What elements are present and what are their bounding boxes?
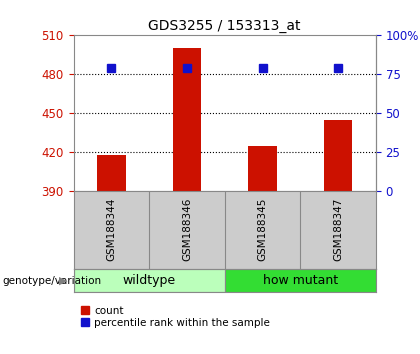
Text: ▶: ▶ xyxy=(59,275,67,286)
Text: GSM188347: GSM188347 xyxy=(333,198,343,261)
Bar xyxy=(324,120,352,191)
Bar xyxy=(173,48,201,191)
Bar xyxy=(225,269,376,292)
Bar xyxy=(97,155,126,191)
Text: how mutant: how mutant xyxy=(263,274,338,287)
Text: wildtype: wildtype xyxy=(123,274,176,287)
Text: GSM188345: GSM188345 xyxy=(257,198,268,261)
Title: GDS3255 / 153313_at: GDS3255 / 153313_at xyxy=(148,19,301,33)
Legend: count, percentile rank within the sample: count, percentile rank within the sample xyxy=(81,306,270,328)
Bar xyxy=(248,146,277,191)
Text: GSM188344: GSM188344 xyxy=(106,198,116,261)
Bar xyxy=(74,269,225,292)
Text: genotype/variation: genotype/variation xyxy=(2,275,101,286)
Text: GSM188346: GSM188346 xyxy=(182,198,192,261)
